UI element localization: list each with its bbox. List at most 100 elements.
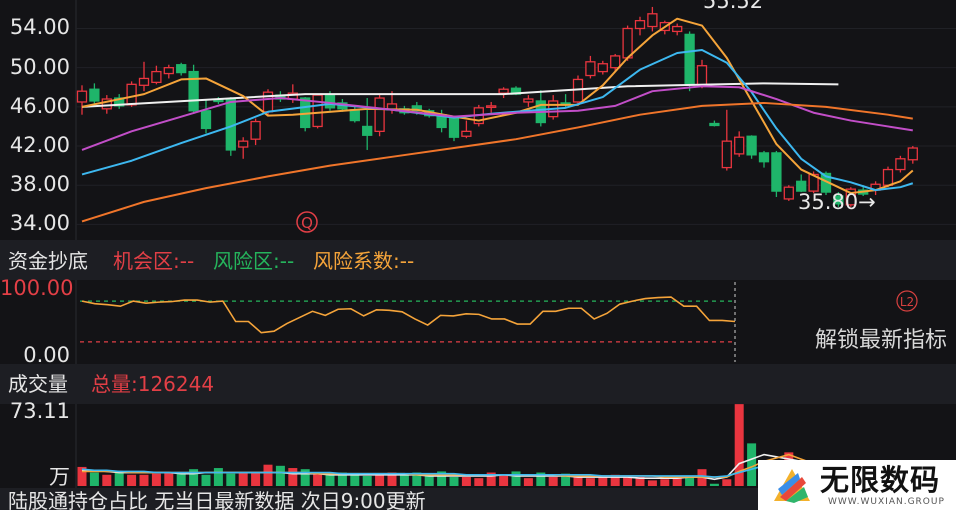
q-marker-label: Q: [301, 214, 313, 232]
candle-down: [200, 110, 212, 130]
unlock-indicator-link[interactable]: 解锁最新指标: [815, 328, 948, 353]
candle-up: [238, 140, 249, 148]
volume-bar-down: [337, 472, 347, 486]
volume-bar-up: [734, 404, 744, 486]
volume-bar-down: [685, 477, 695, 486]
candle-down: [684, 33, 695, 84]
volume-bar-up: [461, 477, 471, 486]
volume-bar-down: [213, 468, 223, 486]
candle-up: [374, 97, 385, 132]
volume-bar-up: [387, 472, 397, 486]
volume-bar-up: [139, 474, 149, 486]
candle-down: [758, 152, 770, 163]
risk-coefficient: 风险系数:--: [313, 249, 415, 273]
volume-bar-up: [251, 472, 261, 486]
volume-bar-down: [89, 472, 99, 486]
candle-up: [163, 67, 174, 75]
volume-bar-up: [375, 473, 385, 486]
candle-up: [138, 77, 150, 86]
volume-average-line: [81, 461, 888, 478]
volume-bar-up: [548, 477, 558, 486]
volume-bar-up: [474, 478, 484, 486]
volume-bar-up: [585, 478, 595, 486]
candle-up: [845, 188, 856, 206]
candle-down: [796, 180, 807, 192]
candle-up: [486, 105, 497, 109]
price-tick-label: 54.00: [9, 15, 70, 40]
moving-average-line-4: [81, 85, 913, 151]
volume-bar-up: [499, 474, 509, 486]
candle-up: [610, 55, 621, 69]
volume-bar-up: [263, 464, 273, 486]
volume-bar-up: [672, 475, 682, 486]
volume-bar-up: [127, 474, 137, 486]
candle-up: [783, 186, 794, 200]
candle-up: [734, 136, 745, 155]
candle-down: [746, 135, 757, 156]
l2-marker-label: L2: [900, 295, 914, 309]
indicator-header: 资金抄底 机会区:-- 风险区:-- 风险系数:--: [0, 240, 956, 280]
candle-up: [76, 90, 88, 103]
candle-down: [114, 97, 125, 107]
price-tick-label: 50.00: [9, 54, 70, 79]
candle-down: [188, 70, 199, 112]
q-marker-icon: [296, 211, 318, 233]
volume-bar-up: [486, 472, 496, 486]
candle-up: [312, 94, 323, 128]
moving-average-line-2: [81, 17, 914, 195]
indicator-axis-bottom: 0.00: [23, 343, 70, 367]
candle-up: [882, 168, 894, 186]
volume-bar-up: [313, 472, 323, 486]
risk-zone: 风险区:--: [213, 249, 295, 273]
volume-bar-down: [189, 469, 199, 486]
volume-bar-up: [238, 472, 248, 486]
volume-bar-down: [536, 472, 546, 486]
indicator-line: [81, 296, 736, 334]
candle-down: [362, 125, 373, 136]
candle-up: [151, 70, 162, 84]
candle-up: [696, 65, 708, 86]
moving-average-line-3: [81, 49, 914, 192]
volume-bar-down: [511, 471, 521, 486]
volume-bar-down: [449, 477, 459, 486]
volume-bar-down: [437, 471, 447, 486]
volume-bar-down: [424, 474, 434, 486]
stock-connect-holding-note[interactable]: 陆股通持仓占比 无当日最新数据 次日9:00更新: [8, 489, 426, 510]
price-tick-label: 46.00: [9, 93, 70, 118]
volume-bar-up: [623, 477, 633, 486]
candle-down: [709, 122, 720, 127]
volume-bar-down: [709, 483, 719, 486]
candle-up: [572, 78, 584, 103]
candle-up: [634, 20, 646, 30]
volume-bar-up: [647, 480, 657, 486]
candle-up: [647, 13, 658, 28]
candle-up: [126, 83, 137, 106]
moving-average-line-5: [81, 101, 913, 223]
volume-bar-up: [598, 475, 608, 486]
volume-name[interactable]: 成交量: [8, 372, 68, 396]
volume-bar-down: [201, 474, 211, 486]
volume-bar-up: [573, 477, 583, 486]
candle-down: [448, 117, 460, 138]
volume-bar-up: [151, 473, 161, 486]
volume-bar-down: [747, 443, 757, 486]
price-tick-label: 42.00: [9, 133, 70, 158]
logo-mark-icon: [774, 469, 810, 503]
candle-up: [721, 140, 732, 169]
logo-subtext: WWW.WUXIAN.GROUP: [828, 497, 945, 507]
candle-down: [324, 93, 336, 109]
volume-bar-down: [300, 469, 310, 486]
high-price-label: 55.52: [703, 0, 764, 13]
volume-bar-up: [660, 479, 670, 486]
volume-bar-down: [412, 472, 422, 486]
candle-up: [250, 120, 261, 140]
candle-down: [176, 64, 187, 74]
indicator-name[interactable]: 资金抄底: [8, 249, 88, 273]
volume-axis-top: 73.11: [9, 399, 70, 423]
candle-down: [349, 109, 360, 122]
candle-down: [833, 195, 844, 205]
volume-bar-up: [635, 477, 645, 486]
indicator-axis-top: 100.00: [0, 276, 74, 300]
